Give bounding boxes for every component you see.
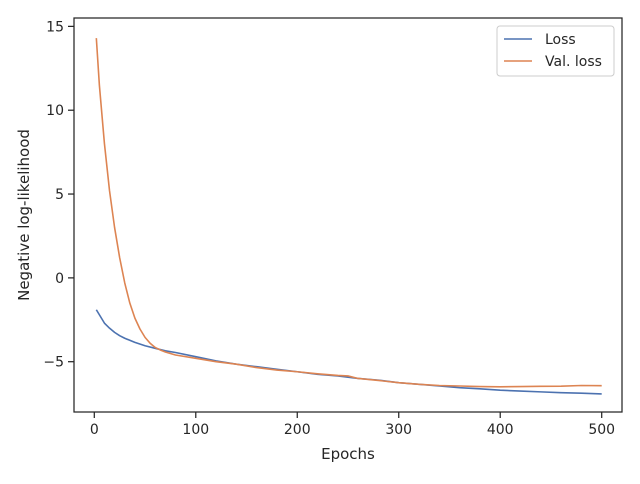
x-axis-label: Epochs — [321, 445, 375, 463]
x-tick-label: 400 — [487, 422, 514, 438]
series-line-val-loss — [95, 38, 602, 388]
x-tick-label: 500 — [588, 422, 615, 438]
y-tick-label: 5 — [55, 187, 64, 203]
y-tick-label: 0 — [55, 271, 64, 287]
x-tick-label: 0 — [90, 422, 99, 438]
y-tick-label: −5 — [43, 355, 64, 371]
x-tick-label: 100 — [182, 422, 209, 438]
legend-label: Loss — [545, 32, 576, 48]
legend-label: Val. loss — [545, 54, 602, 70]
series-line-loss — [95, 309, 602, 395]
y-tick-label: 15 — [46, 19, 64, 35]
x-tick-label: 300 — [385, 422, 412, 438]
y-tick-label: 10 — [46, 103, 64, 119]
x-tick-label: 200 — [284, 422, 311, 438]
plot-frame — [73, 17, 623, 413]
y-axis-label: Negative log-likelihood — [15, 129, 33, 301]
